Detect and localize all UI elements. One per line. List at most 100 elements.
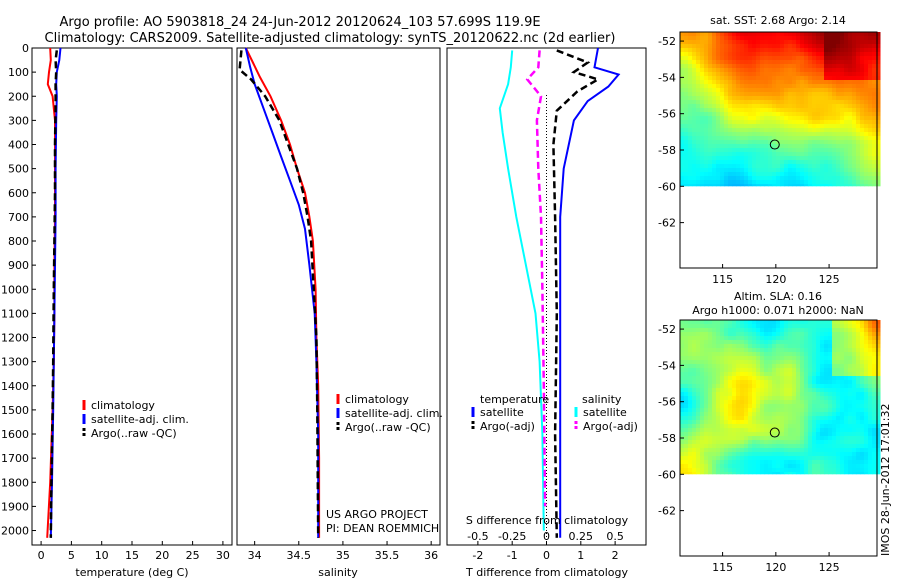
heatmap-cell	[700, 372, 705, 377]
heatmap-cell	[780, 320, 785, 325]
heatmap-cell	[868, 344, 873, 349]
heatmap-cell	[764, 64, 769, 69]
heatmap-cell	[868, 396, 873, 401]
heatmap-cell	[736, 92, 741, 97]
heatmap-cell	[696, 380, 701, 385]
heatmap-cell	[748, 176, 753, 181]
heatmap-cell	[792, 460, 797, 465]
heatmap-cell	[860, 448, 865, 453]
heatmap-cell	[844, 156, 849, 161]
heatmap-cell	[764, 324, 769, 329]
heatmap-cell	[712, 324, 717, 329]
heatmap-cell	[768, 100, 773, 105]
heatmap-cell	[848, 72, 853, 77]
heatmap-cell	[804, 168, 809, 173]
heatmap-cell	[848, 128, 853, 133]
heatmap-cell	[868, 176, 873, 181]
heatmap-cell	[728, 320, 733, 325]
heatmap-cell	[724, 372, 729, 377]
heatmap-cell	[716, 48, 721, 53]
heatmap-cell	[688, 36, 693, 41]
heatmap-cell	[836, 396, 841, 401]
heatmap-cell	[764, 56, 769, 61]
heatmap-cell	[804, 456, 809, 461]
heatmap-cell	[836, 376, 841, 381]
heatmap-cell	[840, 44, 845, 49]
heatmap-cell	[736, 340, 741, 345]
heatmap-cell	[688, 108, 693, 113]
heatmap-cell	[752, 380, 757, 385]
heatmap-cell	[716, 416, 721, 421]
sst-map-panel: sat. SST: 2.68 Argo: 2.14 115 120 125-52-5…	[658, 14, 881, 286]
heatmap-cell	[820, 336, 825, 341]
heatmap-cell	[732, 376, 737, 381]
heatmap-cell	[780, 168, 785, 173]
heatmap-cell	[840, 160, 845, 165]
heatmap-cell	[804, 136, 809, 141]
heatmap-cell	[728, 376, 733, 381]
heatmap-cell	[876, 320, 881, 325]
heatmap-cell	[872, 376, 877, 381]
heatmap-cell	[832, 96, 837, 101]
heatmap-cell	[732, 176, 737, 181]
heatmap-cell	[844, 356, 849, 361]
heatmap-cell	[696, 464, 701, 469]
heatmap-cell	[780, 56, 785, 61]
heatmap-cell	[772, 400, 777, 405]
heatmap-cell	[716, 364, 721, 369]
heatmap-cell	[696, 348, 701, 353]
heatmap-cell	[704, 56, 709, 61]
heatmap-cell	[744, 356, 749, 361]
heatmap-cell	[736, 100, 741, 105]
heatmap-cell	[740, 140, 745, 145]
heatmap-cell	[844, 40, 849, 45]
heatmap-cell	[748, 124, 753, 129]
heatmap-cell	[816, 432, 821, 437]
heatmap-cell	[772, 436, 777, 441]
heatmap-cell	[820, 180, 825, 185]
heatmap-cell	[732, 360, 737, 365]
heatmap-cell	[724, 144, 729, 149]
heatmap-cell	[680, 424, 685, 429]
heatmap-cell	[856, 364, 861, 369]
heatmap-cell	[680, 428, 685, 433]
heatmap-cell	[744, 332, 749, 337]
heatmap-cell	[780, 344, 785, 349]
heatmap-cell	[736, 52, 741, 57]
heatmap-cell	[720, 88, 725, 93]
heatmap-cell	[784, 452, 789, 457]
heatmap-cell	[860, 108, 865, 113]
heatmap-cell	[836, 448, 841, 453]
heatmap-cell	[780, 408, 785, 413]
heatmap-cell	[824, 164, 829, 169]
heatmap-cell	[800, 152, 805, 157]
heatmap-cell	[760, 32, 765, 37]
heatmap-cell	[788, 88, 793, 93]
heatmap-cell	[864, 384, 869, 389]
heatmap-cell	[828, 64, 833, 69]
heatmap-cell	[812, 144, 817, 149]
heatmap-cell	[788, 336, 793, 341]
heatmap-cell	[836, 140, 841, 145]
heatmap-cell	[792, 60, 797, 65]
heatmap-cell	[772, 408, 777, 413]
heatmap-cell	[872, 120, 877, 125]
heatmap-cell	[688, 360, 693, 365]
heatmap-cell	[768, 92, 773, 97]
heatmap-cell	[704, 400, 709, 405]
heatmap-cell	[788, 132, 793, 137]
heatmap-cell	[744, 44, 749, 49]
heatmap-cell	[752, 376, 757, 381]
x-tick-label: 0	[38, 549, 45, 562]
heatmap-cell	[700, 76, 705, 81]
heatmap-cell	[844, 468, 849, 473]
heatmap-cell	[736, 80, 741, 85]
heatmap-cell	[812, 184, 817, 187]
heatmap-cell	[752, 404, 757, 409]
heatmap-cell	[696, 160, 701, 165]
heatmap-cell	[848, 76, 853, 81]
heatmap-cell	[840, 372, 845, 377]
heatmap-cell	[688, 32, 693, 37]
heatmap-cell	[844, 176, 849, 181]
heatmap-cell	[688, 408, 693, 413]
